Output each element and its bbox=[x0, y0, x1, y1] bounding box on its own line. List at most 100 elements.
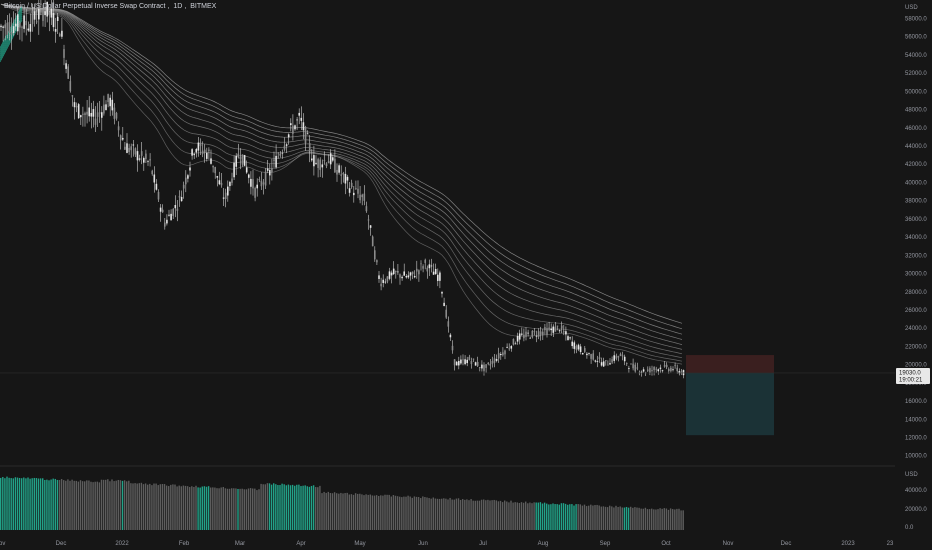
volume-bar bbox=[186, 486, 189, 530]
candle-body bbox=[418, 270, 420, 275]
candle-body bbox=[455, 361, 458, 366]
volume-axis[interactable]: USD 40000.0 20000.0 0.0 bbox=[905, 472, 927, 531]
volume-bar bbox=[44, 479, 46, 530]
candle-body bbox=[432, 271, 435, 275]
candle-body bbox=[294, 125, 296, 130]
price-axis-label: 26000.0 bbox=[905, 308, 927, 314]
volume-bar bbox=[443, 498, 445, 530]
candle-body bbox=[71, 95, 74, 97]
candle-body bbox=[77, 104, 80, 119]
volume-bar bbox=[14, 477, 17, 530]
symbol-legend[interactable]: Bitcoin / US Dollar Perpetual Inverse Sw… bbox=[4, 3, 217, 10]
volume-bar bbox=[239, 488, 241, 530]
candle-body bbox=[315, 162, 317, 164]
volume-bar bbox=[12, 478, 14, 530]
volume-bar bbox=[613, 507, 615, 530]
volume-bar bbox=[159, 484, 161, 530]
time-axis-label: Jul bbox=[479, 541, 487, 547]
candle-body bbox=[90, 113, 93, 117]
volume-bar bbox=[308, 486, 311, 530]
candle-body bbox=[296, 119, 298, 121]
candle-body bbox=[269, 170, 271, 176]
volume-bar bbox=[207, 486, 210, 530]
symbol-interval: 1D bbox=[173, 3, 183, 10]
volume-bar bbox=[33, 477, 35, 530]
volume-bar bbox=[338, 493, 340, 530]
candle-body bbox=[101, 112, 103, 118]
candle-body bbox=[111, 99, 114, 111]
volume-bar bbox=[588, 505, 590, 530]
candle-body bbox=[615, 355, 618, 359]
volume-bar bbox=[123, 480, 126, 530]
candle-body bbox=[329, 153, 332, 165]
price-axis-label: 36000.0 bbox=[905, 217, 927, 223]
candle-body bbox=[380, 283, 382, 287]
candle-body bbox=[592, 353, 594, 360]
volume-bar bbox=[451, 499, 453, 530]
volume-bar bbox=[556, 504, 558, 530]
candle-body bbox=[237, 153, 240, 158]
volume-bar bbox=[449, 497, 451, 530]
candle-body bbox=[470, 361, 473, 365]
volume-bar bbox=[623, 507, 626, 530]
volume-bar bbox=[636, 507, 638, 530]
volume-bar bbox=[577, 504, 579, 530]
short-position-tool[interactable] bbox=[0, 355, 895, 436]
volume-bar bbox=[573, 505, 575, 530]
candle-body bbox=[575, 346, 578, 350]
price-axis[interactable]: 58000.0 56000.0 54000.0 52000.0 50000.0 48000… bbox=[905, 5, 927, 460]
candle-body bbox=[640, 371, 643, 373]
candle-body bbox=[195, 149, 198, 153]
volume-bar bbox=[119, 480, 122, 530]
candle-body bbox=[92, 109, 95, 117]
volume-bar bbox=[420, 498, 422, 530]
volume-bar bbox=[533, 502, 535, 530]
candle-body bbox=[302, 122, 305, 131]
candle-body bbox=[527, 332, 529, 334]
volume-bar bbox=[336, 493, 338, 530]
candle-body bbox=[619, 353, 622, 357]
candle-body bbox=[430, 265, 433, 267]
candle-body bbox=[19, 23, 21, 28]
candle-body bbox=[143, 157, 145, 163]
candle-body bbox=[439, 272, 441, 281]
candle-body bbox=[346, 176, 349, 181]
volume-bar bbox=[457, 498, 460, 530]
time-axis[interactable]: Nov Dec 2022 Feb Mar Apr May Jun Jul Aug Sep Oct Nov… bbox=[0, 541, 894, 547]
candle-body bbox=[172, 208, 174, 216]
candle-body bbox=[98, 112, 101, 114]
volume-bar bbox=[277, 485, 279, 530]
volume-bar bbox=[325, 492, 327, 530]
price-axis-label: 38000.0 bbox=[905, 199, 927, 205]
candle-body bbox=[609, 363, 611, 365]
volume-bar bbox=[625, 506, 628, 530]
volume-bar bbox=[29, 478, 31, 530]
volume-bar bbox=[434, 498, 437, 530]
candle-body bbox=[350, 182, 353, 188]
candle-body bbox=[550, 328, 552, 331]
volume-bar bbox=[487, 499, 489, 530]
candle-body bbox=[647, 369, 649, 371]
volume-bar bbox=[380, 495, 382, 530]
volume-bar bbox=[163, 484, 166, 530]
volume-bar bbox=[367, 494, 369, 530]
volume-bar bbox=[266, 483, 269, 530]
candle-body bbox=[489, 363, 492, 366]
volume-bar bbox=[611, 506, 613, 530]
volume-bar bbox=[233, 488, 235, 530]
candle-body bbox=[218, 180, 221, 185]
volume-axis-label: 20000.0 bbox=[905, 507, 927, 513]
candle-body bbox=[483, 364, 485, 371]
candle-body bbox=[40, 3, 42, 5]
candle-body bbox=[35, 21, 38, 23]
candle-body bbox=[682, 370, 685, 376]
candle-body bbox=[453, 359, 456, 366]
candle-body bbox=[674, 365, 676, 367]
candle-body bbox=[149, 159, 151, 161]
ema-line bbox=[0, 3, 683, 340]
volume-bar bbox=[16, 477, 19, 530]
candle-body bbox=[672, 369, 674, 371]
price-axis-label: 20000.0 bbox=[905, 363, 927, 369]
candle-body bbox=[164, 222, 166, 227]
